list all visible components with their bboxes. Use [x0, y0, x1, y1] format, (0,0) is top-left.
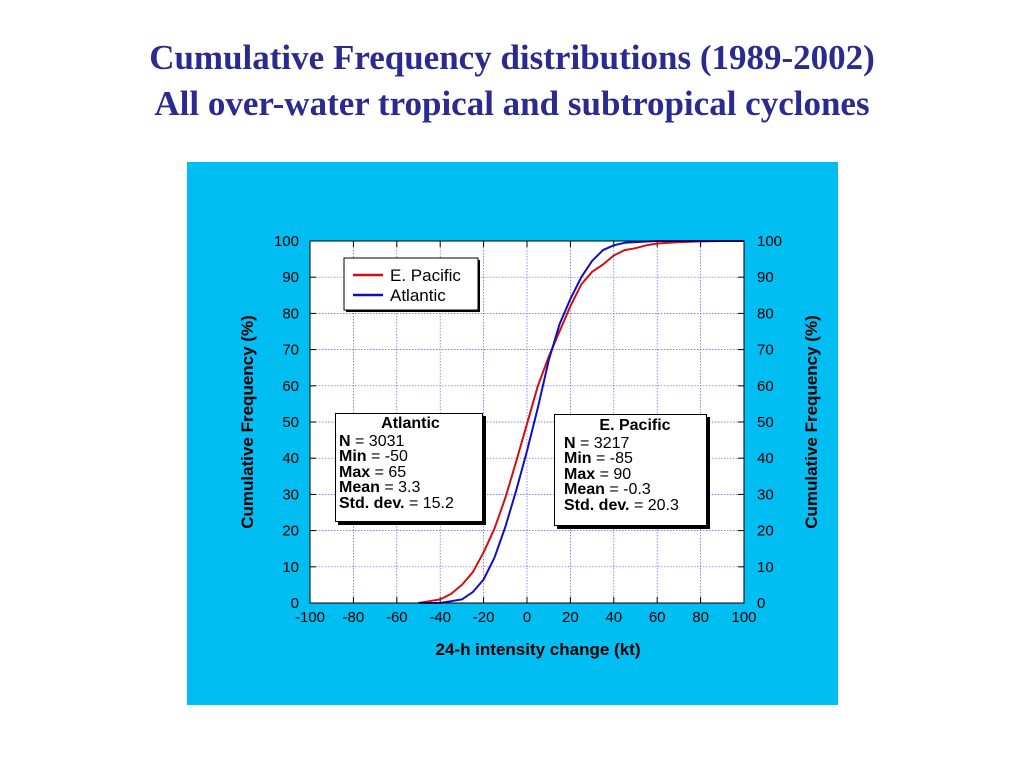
- x-tick-label: -100: [295, 609, 325, 626]
- stats-value: = -85: [596, 450, 633, 467]
- y-tick-label-right: 0: [757, 595, 765, 612]
- stats-row: Min = -85: [564, 451, 706, 467]
- y-axis-label-right: Cumulative Frequency (%): [802, 315, 821, 529]
- y-tick-label-left: 20: [282, 523, 299, 540]
- x-tick-label: 60: [649, 609, 666, 626]
- stats-box-atlantic: Atlantic N = 3031 Min = -50 Max = 65 Mea…: [335, 413, 483, 522]
- series-line-e-pacific: [418, 240, 744, 604]
- stats-row: Max = 90: [564, 465, 706, 483]
- stats-label: Min: [564, 450, 592, 467]
- stats-value: = -0.3: [609, 481, 651, 498]
- stats-label: N: [339, 432, 351, 450]
- legend-label-atlantic: Atlantic: [390, 286, 446, 305]
- stats-label: Std. dev.: [339, 494, 405, 512]
- x-tick-label: -80: [343, 609, 365, 626]
- stats-value: = 3217: [580, 434, 630, 452]
- y-tick-label-right: 70: [757, 342, 774, 359]
- x-tick-label: 20: [562, 609, 579, 626]
- x-tick-label: 100: [731, 609, 756, 626]
- x-tick-label: -40: [429, 609, 451, 626]
- stats-box-e-pacific: E. Pacific N = 3217 Min = -85 Max = 90 M…: [554, 414, 707, 526]
- stats-row: Min = -50: [339, 449, 482, 465]
- y-tick-label-left: 80: [282, 305, 299, 322]
- y-tick-label-right: 40: [757, 450, 774, 467]
- y-axis-label-left: Cumulative Frequency (%): [238, 315, 257, 529]
- stats-label: Std. dev.: [564, 496, 630, 514]
- stats-value: = -50: [371, 448, 408, 465]
- stats-title-e-pacific: E. Pacific: [599, 417, 671, 434]
- legend-box: [343, 257, 479, 311]
- chart-panel: -100 -80 -60 -40 -20 0 20 40 60 80 100 0 10 20 30 40 50…: [187, 162, 838, 705]
- y-tick-label-left: 30: [282, 486, 299, 503]
- stats-label: N: [564, 434, 576, 452]
- stats-value: = 90: [599, 465, 632, 483]
- slide-title-line-1: Cumulative Frequency distributions (1989…: [149, 38, 875, 77]
- chart-legend: E. Pacific Atlantic: [343, 257, 480, 312]
- stats-label: Max: [564, 465, 596, 483]
- cumulative-frequency-chart: -100 -80 -60 -40 -20 0 20 40 60 80 100 01020304050…: [238, 233, 821, 659]
- y-tick-label-left: 70: [282, 342, 299, 359]
- y-tick-label-left: 40: [282, 450, 299, 467]
- stats-value: = 3.3: [384, 479, 421, 496]
- y-tick-label-right: 20: [757, 523, 774, 540]
- stats-label: Mean: [564, 481, 605, 498]
- stats-label: Max: [339, 463, 371, 481]
- y-tick-label-right: 90: [757, 269, 774, 286]
- x-axis-label: 24-h intensity change (kt): [436, 640, 641, 659]
- y-tick-label-left: 90: [282, 269, 299, 286]
- x-tick-label: 40: [605, 609, 622, 626]
- stats-title-atlantic: Atlantic: [381, 415, 440, 432]
- stats-row: Mean = 3.3: [339, 480, 482, 496]
- plot-frame: [309, 240, 745, 604]
- y-tick-label-left: 10: [282, 559, 299, 576]
- stats-row: N = 3217: [564, 434, 706, 452]
- stats-value: = 20.3: [633, 496, 679, 514]
- x-tick-labels: -100 -80 -60 -40 -20 0 20 40 60 80 100: [295, 609, 757, 626]
- legend-label-e-pacific: E. Pacific: [390, 266, 461, 285]
- stats-row: Max = 65: [339, 463, 482, 481]
- x-tick-label: -20: [473, 609, 495, 626]
- y-tick-label-left: 60: [282, 378, 299, 395]
- stats-row: Mean = -0.3: [564, 482, 706, 498]
- stats-value: = 65: [374, 463, 407, 481]
- x-tick-label: -60: [386, 609, 408, 626]
- y-tick-label-right: 60: [757, 378, 774, 395]
- y-tick-label-right: 30: [757, 486, 774, 503]
- stats-row: Std. dev. = 15.2: [339, 494, 482, 512]
- y-tick-labels-right: 0 10 20 30 40 50 60 70 80 90 100: [757, 233, 782, 612]
- x-tick-label: 0: [523, 609, 531, 626]
- stats-row: N = 3031: [339, 432, 482, 450]
- y-tick-label-left: 50: [282, 414, 299, 431]
- stats-row: Std. dev. = 20.3: [564, 496, 706, 514]
- y-tick-label-left: 100: [274, 233, 299, 250]
- stats-label: Min: [339, 448, 367, 465]
- y-tick-label-right: 80: [757, 305, 774, 322]
- y-tick-label-right: 100: [757, 233, 782, 250]
- y-tick-labels-left: 0 10 20 30 40 50 60 70 80 90 100: [274, 233, 299, 612]
- stats-label: Mean: [339, 479, 380, 496]
- y-tick-label-right: 10: [757, 559, 774, 576]
- x-tick-label: 80: [692, 609, 709, 626]
- stats-value: = 3031: [355, 432, 405, 450]
- slide-title-line-2: All over-water tropical and subtropical …: [154, 84, 870, 123]
- y-tick-label-right: 50: [757, 414, 774, 431]
- stats-value: = 15.2: [408, 494, 454, 512]
- y-tick-label-left: 0: [291, 595, 299, 612]
